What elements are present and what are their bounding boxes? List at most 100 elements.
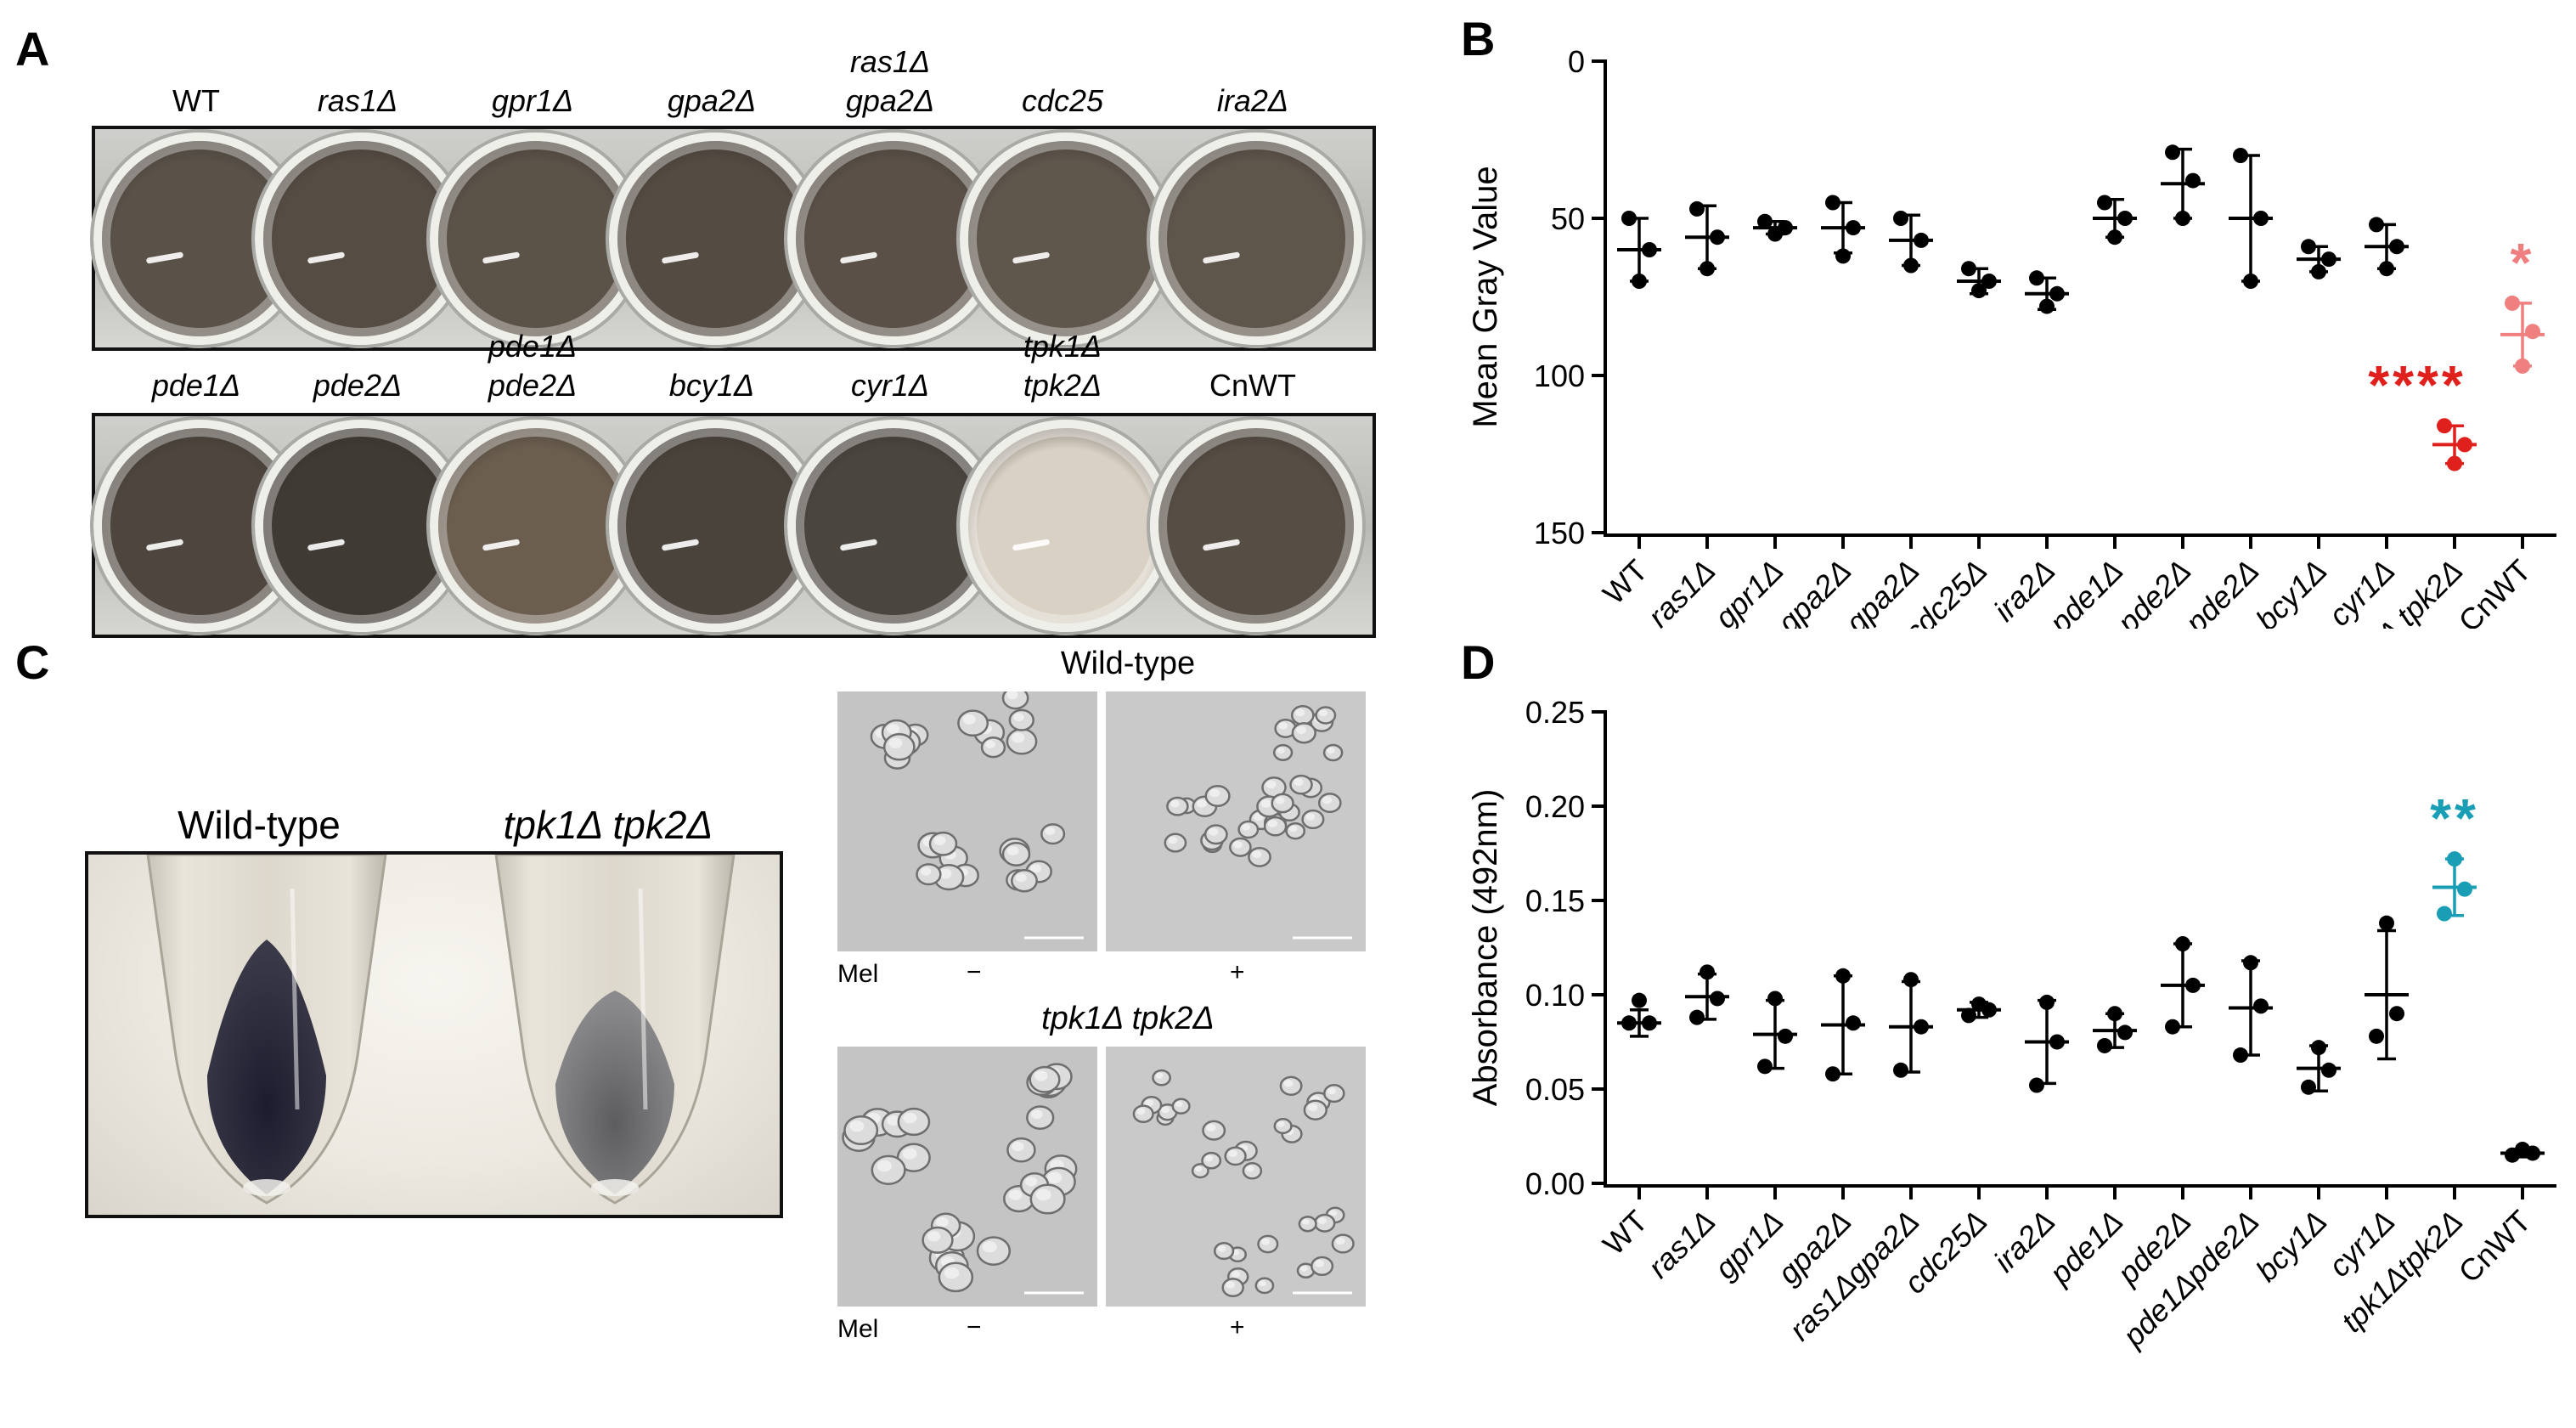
well-label: pde1Δ [151, 368, 241, 403]
data-point [2311, 263, 2326, 279]
data-point [1825, 1066, 1840, 1082]
data-point [2369, 1028, 2384, 1044]
tube-label-tpk1-tpk2: tpk1Δ tpk2Δ [503, 803, 713, 847]
data-point [1778, 1028, 1793, 1044]
mel-minus-bottom: − [967, 1313, 982, 1341]
micrograph-tpk-minus [837, 1047, 1097, 1307]
data-point [2117, 1024, 2133, 1041]
y-axis-label: Absorbance (492nm) [1467, 789, 1504, 1107]
data-point [1903, 972, 1919, 988]
data-point [1767, 226, 1783, 242]
panel-label-b: B [1461, 12, 1496, 65]
micro-title-tpk1-tpk2: tpk1Δ tpk2Δ [1041, 1001, 1215, 1036]
well-label: tpk2Δ [1023, 368, 1102, 403]
data-point [1893, 1062, 1908, 1078]
tube-photo-svg [146, 855, 736, 1205]
panel-label-c: C [15, 635, 50, 689]
y-tick-label: 0.25 [1525, 695, 1585, 730]
data-point [1710, 991, 1725, 1007]
data-point [2029, 270, 2044, 286]
well-label: CnWT [1209, 368, 1296, 403]
data-point [1835, 968, 1851, 984]
culture-well [430, 420, 642, 632]
data-point [2175, 211, 2190, 226]
plate-bottom-row [92, 413, 1376, 638]
data-point [1699, 964, 1715, 980]
data-point [1971, 996, 1987, 1013]
well-label: ira2Δ [1216, 83, 1289, 118]
well-reflection [482, 539, 521, 551]
data-point [2369, 217, 2384, 233]
well-label: pde2Δ [488, 368, 578, 403]
data-point [2039, 298, 2055, 314]
data-point [2311, 1040, 2326, 1056]
data-point [2243, 274, 2258, 289]
data-point [2447, 455, 2462, 471]
panel-label-d: D [1461, 635, 1496, 689]
data-point [1971, 283, 1987, 299]
data-point [2321, 251, 2336, 268]
well-reflection [1012, 539, 1051, 551]
culture-well [1150, 420, 1362, 632]
well-reflection [482, 251, 521, 264]
data-point [2049, 1034, 2065, 1050]
tube-tpk1-tpk2 [494, 855, 736, 1205]
data-point [1710, 229, 1725, 246]
panel-label-a: A [15, 22, 50, 76]
well-reflection [307, 251, 346, 264]
x-tick-label: bcy1Δ [2249, 553, 2334, 629]
y-tick-label: 0.20 [1525, 789, 1585, 824]
micro-title-wild-type: Wild-type [1060, 646, 1196, 681]
panel-b-chart: 0 50 100 150 Mean Gray Value WT ras1Δ gpr1Δ gpa2… [1444, 34, 2576, 708]
well-reflection [1202, 251, 1241, 264]
data-point [2515, 358, 2530, 374]
mel-minus-top: − [967, 958, 982, 986]
data-point [2185, 172, 2201, 189]
data-point [2379, 915, 2394, 931]
tube-label-wild-type: Wild-type [178, 803, 341, 847]
data-point [1835, 248, 1851, 264]
data-point [2107, 1006, 2122, 1022]
data-point [2175, 936, 2190, 952]
culture-well [1150, 133, 1362, 345]
mel-label-top: Mel [837, 960, 879, 988]
x-tick-label: bcy1Δ [2249, 1204, 2334, 1289]
well-label: bcy1Δ [668, 368, 755, 403]
data-point [1961, 1008, 1976, 1024]
micrograph-tpk-plus [1106, 1047, 1366, 1307]
y-tick-label: 100 [1534, 358, 1585, 393]
x-tick-label: ras1Δ [1641, 553, 1722, 629]
y-tick-label: 150 [1534, 516, 1585, 550]
culture-well [960, 420, 1172, 632]
data-point [1914, 232, 1929, 248]
data-point [2301, 239, 2316, 255]
data-point [1621, 1015, 1637, 1031]
well-label-line1: tpk1Δ [1023, 329, 1102, 364]
data-point [1699, 261, 1715, 277]
well-label: WT [172, 83, 220, 118]
culture-well [960, 133, 1172, 345]
well-reflection [307, 539, 346, 551]
data-point [2243, 955, 2258, 971]
tube-wild-type [146, 855, 387, 1205]
micrograph-wt-plus [1106, 691, 1366, 951]
data-point [2525, 324, 2540, 340]
x-tick-label: CnWT [2452, 553, 2538, 629]
well-label: cyr1Δ [850, 368, 930, 403]
data-point [2107, 229, 2122, 246]
x-tick-label: CnWT [2452, 1204, 2538, 1290]
y-tick-label: 0.15 [1525, 883, 1585, 918]
y-tick-label: 0.05 [1525, 1072, 1585, 1107]
data-point [1981, 274, 1997, 289]
data-point [1632, 992, 1647, 1008]
data-point [1846, 220, 1861, 236]
well-label: cdc25 [1021, 83, 1104, 118]
data-point [2117, 211, 2133, 226]
data-point [2049, 285, 2065, 302]
y-axis-label: Mean Gray Value [1467, 166, 1504, 427]
data-point [1914, 1019, 1929, 1035]
well-label: gpa2Δ [667, 83, 757, 118]
data-point [2379, 261, 2394, 277]
data-point [2515, 1142, 2530, 1158]
